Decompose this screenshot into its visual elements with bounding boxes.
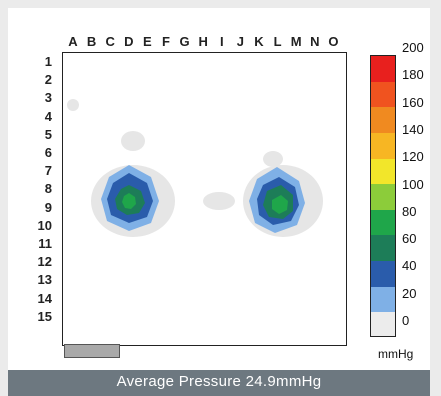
column-label-g: G <box>179 34 190 49</box>
row-label-5: 5 <box>44 126 52 142</box>
column-label-m: M <box>290 34 302 49</box>
row-label-15: 15 <box>37 308 52 324</box>
average-pressure-value: 24.9mmHg <box>245 373 322 390</box>
row-label-7: 7 <box>44 163 52 179</box>
colorbar-segment-200 <box>371 56 395 83</box>
colorbar-tick-0: 0 <box>402 313 410 328</box>
row-label-4: 4 <box>44 108 52 124</box>
colorbar-segment-180 <box>371 81 395 109</box>
colorbar <box>370 55 396 337</box>
left-pressure-blob <box>101 165 159 231</box>
colorbar-segment-160 <box>371 107 395 134</box>
row-label-10: 10 <box>37 217 52 233</box>
low-zone-dot <box>67 99 79 111</box>
scale-bar <box>64 344 120 358</box>
column-label-o: O <box>328 34 339 49</box>
low-zone-right-top <box>263 151 283 167</box>
row-label-2: 2 <box>44 72 52 88</box>
colorbar-segment-100 <box>371 184 395 211</box>
colorbar-segment-40 <box>371 261 395 288</box>
row-label-11: 11 <box>38 236 52 251</box>
average-pressure-label: Average Pressure <box>116 373 242 390</box>
row-label-1: 1 <box>44 54 52 69</box>
left-ring-80 <box>122 193 136 209</box>
colorbar-segment-140 <box>371 132 395 160</box>
row-label-13: 13 <box>37 272 52 288</box>
average-pressure-footer: Average Pressure 24.9mmHg <box>8 370 430 396</box>
row-label-14: 14 <box>37 290 52 306</box>
colorbar-segment-120 <box>371 158 395 186</box>
column-label-f: F <box>162 34 170 49</box>
colorbar-segment-60 <box>371 235 395 263</box>
column-label-k: K <box>254 34 264 49</box>
row-label-8: 8 <box>44 181 52 197</box>
colorbar-segment-20 <box>371 286 395 314</box>
colorbar-tick-160: 160 <box>402 94 424 110</box>
column-label-i: I <box>219 34 224 49</box>
row-label-6: 6 <box>44 145 52 160</box>
colorbar-tick-80: 80 <box>402 203 417 219</box>
row-labels: 1 2 3 4 5 6 7 8 9 10 11 12 13 14 15 <box>8 55 52 345</box>
colorbar-tick-200: 200 <box>402 40 424 55</box>
colorbar-tick-140: 140 <box>402 121 424 137</box>
column-label-b: B <box>86 34 97 49</box>
column-label-j: J <box>236 34 244 49</box>
pressure-heatmap-svg <box>67 99 323 237</box>
right-ring-80 <box>272 195 288 214</box>
colorbar-segment-0 <box>371 312 395 336</box>
colorbar-tick-60: 60 <box>402 231 417 247</box>
column-label-d: D <box>124 34 134 49</box>
colorbar-tick-180: 180 <box>402 67 424 83</box>
colorbar-tick-120: 120 <box>402 149 424 165</box>
right-pressure-blob <box>249 167 305 233</box>
colorbar-segment-80 <box>371 209 395 237</box>
colorbar-unit: mmHg <box>378 347 414 361</box>
colorbar-tick-100: 100 <box>402 176 424 192</box>
column-label-c: C <box>105 34 115 49</box>
low-zone-left-top <box>121 131 145 151</box>
column-label-e: E <box>143 34 152 49</box>
column-label-h: H <box>198 34 208 49</box>
colorbar-tick-20: 20 <box>402 285 417 301</box>
column-label-a: A <box>68 34 78 49</box>
column-label-n: N <box>310 34 320 49</box>
colorbar-tick-40: 40 <box>402 258 417 274</box>
row-label-3: 3 <box>44 90 52 106</box>
row-label-12: 12 <box>37 254 52 270</box>
column-label-l: L <box>273 34 282 49</box>
low-zone-center <box>203 192 235 210</box>
pressure-map <box>62 52 347 346</box>
row-label-9: 9 <box>44 199 52 215</box>
